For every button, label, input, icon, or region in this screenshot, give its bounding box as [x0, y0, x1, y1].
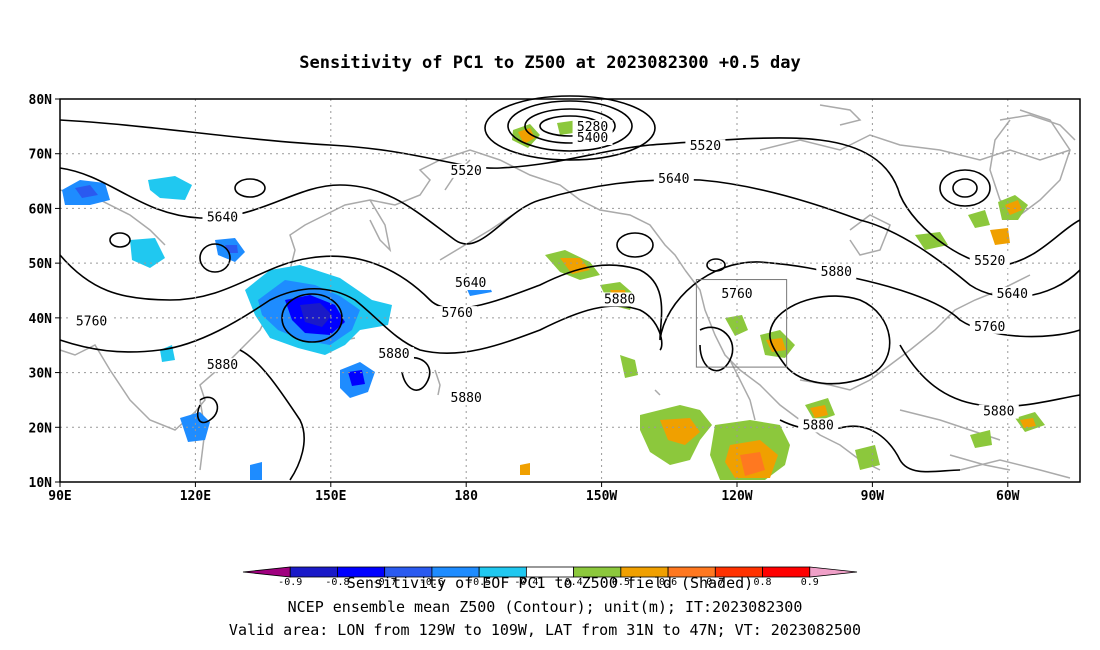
footer-line-3: Valid area: LON from 129W to 109W, LAT f… [229, 621, 861, 639]
contour-label-bg [685, 139, 726, 154]
contour-label-bg [373, 347, 414, 362]
contour-label-bg [969, 254, 1010, 269]
contour-label-bg [816, 265, 857, 280]
colorbar-label: -0.8 [325, 577, 349, 588]
lon-tick-label: 120E [180, 489, 211, 504]
contour-labels: 5280540055205520564056405640564055205760… [71, 120, 1033, 433]
footer-line-1: Sensitivity of EOF PC1 to Z500 field (Sh… [347, 574, 753, 592]
colorbar-label: 0.8 [754, 577, 772, 588]
sensitivity-shading [62, 120, 1045, 480]
lat-tick-label: 20N [29, 421, 53, 436]
contour-label: 5760 [974, 320, 1005, 335]
lat-tick-label: 60N [29, 202, 53, 217]
colorbar-label: -0.7 [373, 577, 397, 588]
lat-tick-label: 80N [29, 93, 53, 108]
colorbar-cell [289, 566, 338, 578]
coastlines [59, 104, 1076, 479]
contour-label-bg [992, 286, 1033, 301]
contour-label: 5880 [451, 391, 482, 406]
footer-line-2: NCEP ensemble mean Z500 (Contour); unit(… [288, 598, 803, 616]
colorbar-label: 0.6 [659, 577, 677, 588]
z500-contours [59, 95, 1081, 481]
contour-label: 5520 [974, 254, 1005, 269]
contour-label: 5880 [378, 347, 409, 362]
contour-label-bg [572, 120, 613, 135]
colorbar-label: -0.9 [278, 577, 302, 588]
lon-tick-label: 60W [996, 489, 1020, 504]
colorbar-cell [762, 566, 811, 578]
contour-label-bg [572, 131, 613, 146]
lon-tick-label: 90E [48, 489, 71, 504]
lon-tick-label: 150E [315, 489, 346, 504]
contour-label-bg [446, 390, 487, 405]
contour-label: 5880 [821, 265, 852, 280]
figure-title: Sensitivity of PC1 to Z500 at 2023082300… [299, 53, 801, 73]
valid-area-box [695, 279, 788, 368]
longitude-axis: 90E 120E 150E 180 150W 120W 90W 60W [48, 482, 1020, 504]
contour-label-bg [450, 276, 491, 291]
colorbar-label: -0.6 [420, 577, 444, 588]
lat-tick-label: 10N [29, 476, 53, 491]
lon-tick-label: 90W [861, 489, 885, 504]
colorbar: -0.9 -0.8 -0.7 -0.6 -0.5 -0.4 0.4 0.5 0.6 0.7 0.8 0… [242, 566, 858, 588]
colorbar-label: 0.7 [706, 577, 724, 588]
lon-tick-label: 180 [454, 489, 478, 504]
contour-label: 5760 [442, 306, 473, 321]
contour-label: 5400 [577, 131, 608, 146]
latitude-axis: 80N 70N 60N 50N 40N 30N 20N 10N [29, 93, 60, 491]
contour-label: 5640 [997, 287, 1028, 302]
colorbar-cell [809, 566, 858, 578]
colorbar-label: -0.5 [467, 577, 491, 588]
contour-label-bg [437, 306, 478, 321]
lat-tick-label: 30N [29, 367, 53, 382]
contour-label-bg [798, 418, 839, 433]
contour-label-bg [978, 404, 1019, 419]
map-frame [59, 98, 1081, 483]
lat-tick-label: 50N [29, 257, 53, 272]
contour-label-bg [599, 292, 640, 307]
colorbar-label: 0.4 [565, 577, 583, 588]
lon-tick-label: 150W [586, 489, 617, 504]
contour-label: 5880 [803, 418, 834, 433]
contour-label: 5640 [455, 276, 486, 291]
contour-label: 5520 [690, 139, 721, 154]
contour-label-bg [716, 286, 757, 301]
colorbar-label: -0.4 [514, 577, 538, 588]
contour-label-bg [202, 358, 243, 373]
lat-tick-label: 40N [29, 312, 53, 327]
contour-label: 5640 [207, 210, 238, 225]
contour-label: 5880 [983, 405, 1014, 420]
contour-label: 5640 [658, 172, 689, 187]
lat-tick-label: 70N [29, 148, 53, 163]
contour-label: 5880 [207, 358, 238, 373]
contour-label-bg [446, 163, 487, 178]
map-panel: 5280540055205520564056405640564055205760… [59, 95, 1081, 483]
contour-label: 5520 [451, 164, 482, 179]
contour-label-bg [71, 314, 112, 329]
contour-label: 5760 [76, 314, 107, 329]
colorbar-label: 0.5 [612, 577, 630, 588]
contour-label-bg [969, 319, 1010, 334]
contour-label-bg [653, 172, 694, 187]
contour-label-bg [202, 210, 243, 225]
colorbar-label: 0.9 [801, 577, 819, 588]
lon-tick-label: 120W [721, 489, 752, 504]
contour-label: 5880 [604, 292, 635, 307]
contour-label: 5760 [721, 287, 752, 302]
colorbar-cell [242, 566, 291, 578]
